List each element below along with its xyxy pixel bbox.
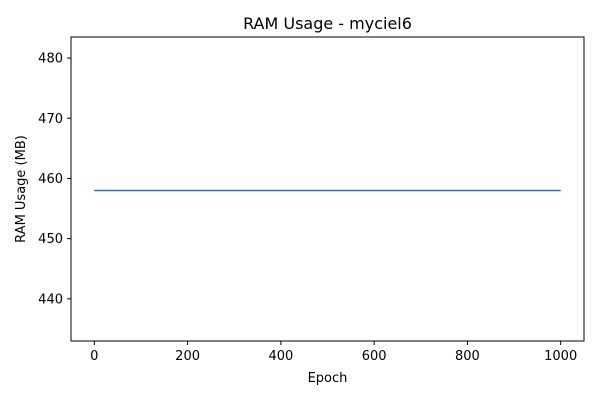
y-tick-label: 460 [38,172,63,187]
y-axis: 440 450 460 470 480 [38,52,71,307]
x-tick-label: 0 [90,349,98,364]
x-tick-label: 1000 [544,349,577,364]
y-tick-label: 450 [38,232,63,247]
x-tick-label: 800 [455,349,480,364]
x-axis-label: Epoch [308,371,348,386]
x-axis: 0 200 400 600 800 1000 [90,341,577,364]
y-tick-label: 470 [38,112,63,127]
plot-frame [70,36,585,342]
x-tick-label: 200 [175,349,200,364]
y-tick-label: 440 [38,292,63,307]
y-tick-label: 480 [38,52,63,67]
y-axis-label: RAM Usage (MB) [14,135,29,243]
x-tick-label: 400 [268,349,293,364]
x-tick-label: 600 [362,349,387,364]
chart-title: RAM Usage - myciel6 [243,14,412,33]
